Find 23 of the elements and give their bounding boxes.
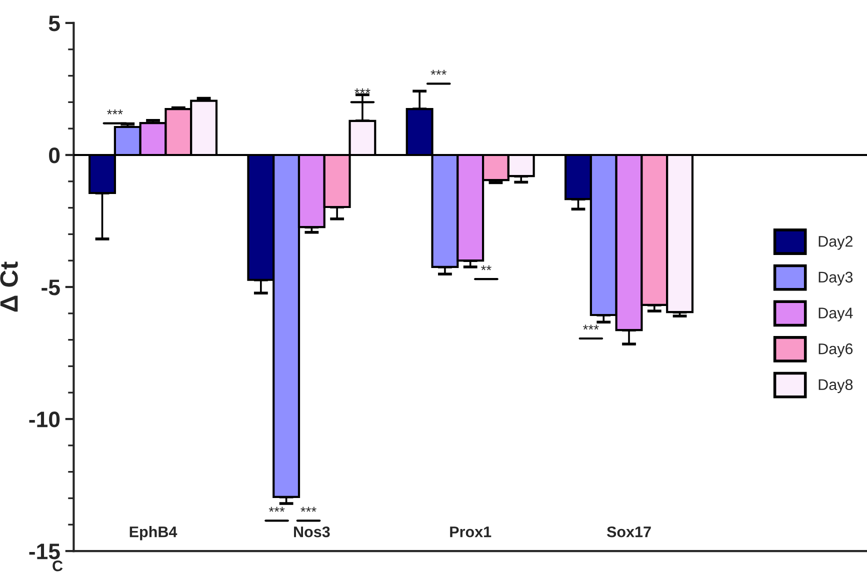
annotation: *** (300, 506, 316, 512)
annotation: *** (430, 70, 447, 75)
x-tick-label: Nos3 (294, 526, 330, 538)
x-tick-label: Prox1 (450, 526, 492, 538)
text: C (52, 560, 63, 572)
x-tick-label: Sox17 (606, 526, 651, 538)
y-tick-label: 0 (49, 148, 60, 164)
annotation: *** (583, 324, 599, 330)
legend-label: Day3 (818, 272, 853, 286)
y-tick-label: -10 (29, 412, 60, 428)
y-tick-label: -15 (29, 544, 60, 560)
legend-label: Day4 (818, 308, 853, 322)
annotation: ** (481, 265, 492, 270)
annotation: *** (107, 110, 123, 114)
y-tick-label: 5 (48, 16, 60, 32)
annotation: *** (354, 88, 370, 94)
y-axis-title: Δ Ct (0, 262, 18, 312)
y-tick-label: -5 (42, 280, 60, 296)
legend-label: Day6 (818, 343, 853, 358)
legend-label: Day2 (818, 236, 852, 250)
x-tick-label: EphB4 (130, 526, 178, 540)
legend-label: Day8 (818, 379, 853, 394)
annotation: *** (268, 506, 285, 512)
